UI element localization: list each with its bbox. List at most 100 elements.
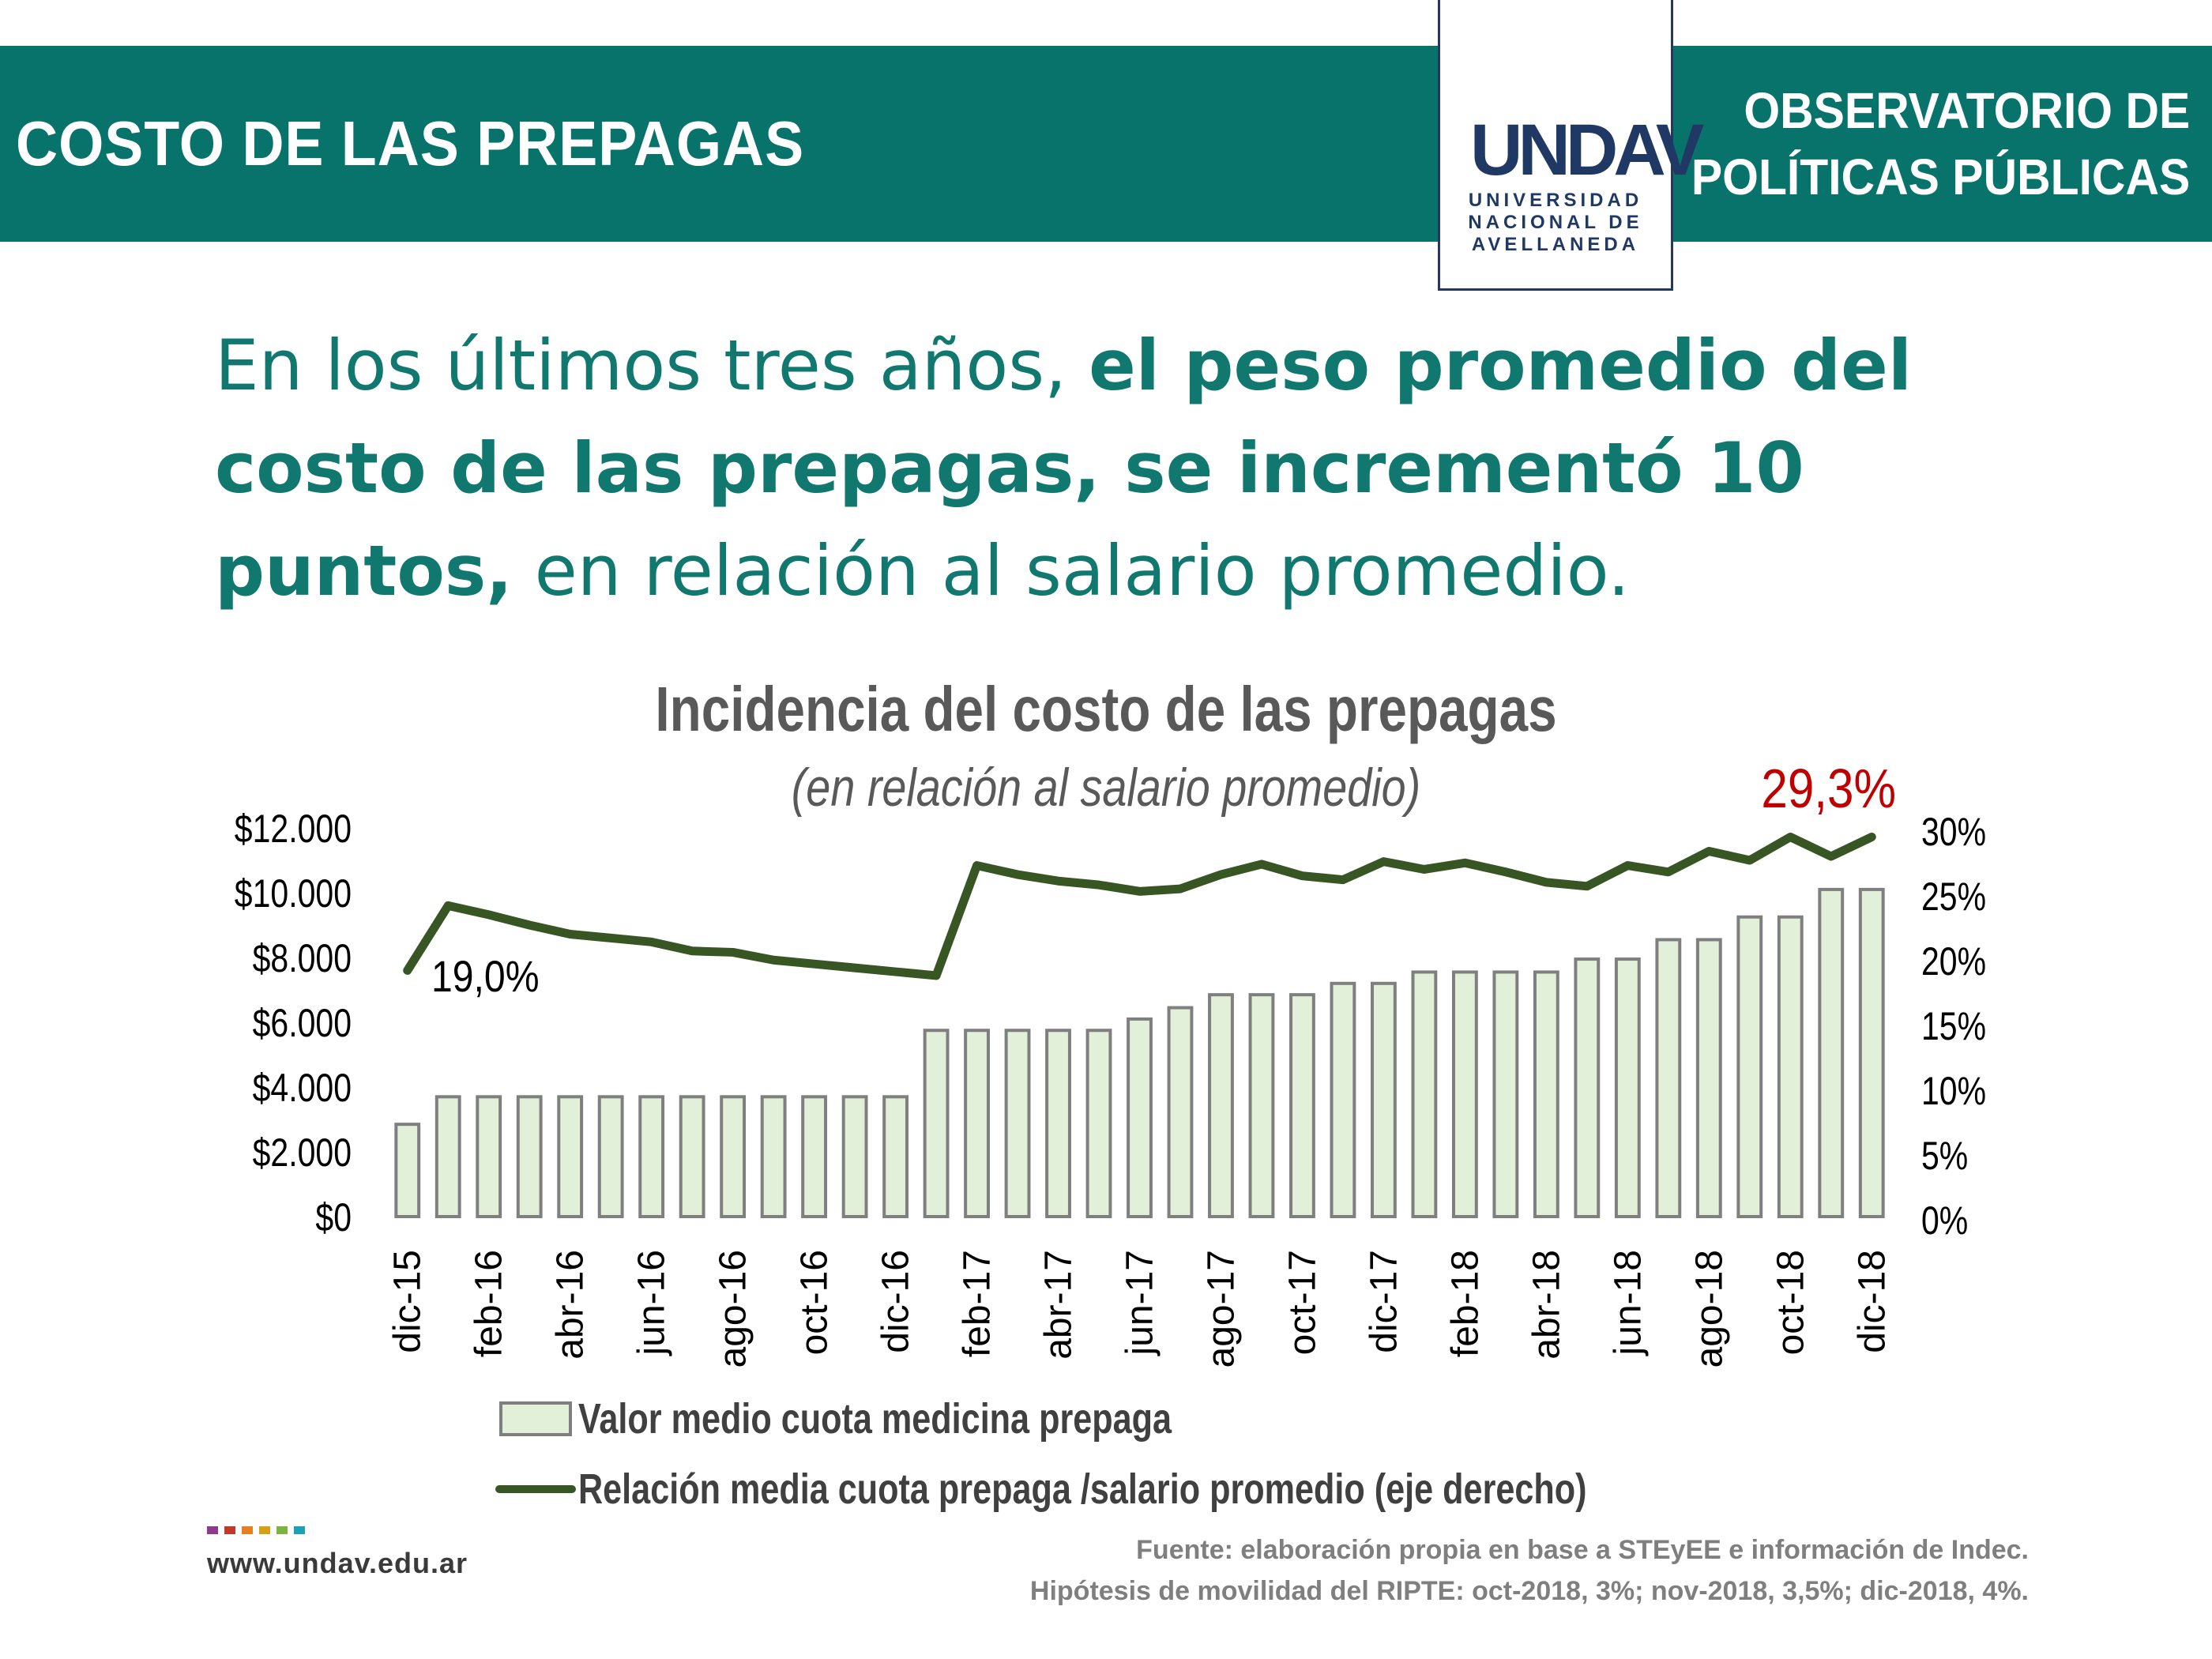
x-axis-tick-label: dic-16 bbox=[875, 1250, 917, 1353]
chart-bar bbox=[476, 1095, 502, 1219]
x-axis-tick-label: oct-18 bbox=[1770, 1250, 1811, 1355]
legend-bar-swatch bbox=[499, 1401, 572, 1436]
chart-bar bbox=[1248, 993, 1275, 1219]
left-axis-tick-label: $8.000 bbox=[253, 936, 352, 980]
chart-bar bbox=[964, 1029, 990, 1218]
chart-bar bbox=[1004, 1029, 1031, 1218]
x-axis-tick-label: oct-17 bbox=[1281, 1250, 1323, 1355]
right-axis-tick-label: 20% bbox=[1921, 939, 1986, 984]
website-link[interactable]: www.undav.edu.ar bbox=[207, 1547, 468, 1579]
brand-dot bbox=[259, 1526, 270, 1534]
page-title: COSTO DE LAS PREPAGAS bbox=[16, 108, 805, 179]
logo-text-line1: UNIVERSIDAD bbox=[1468, 190, 1643, 211]
undav-logo: UNDAV UNIVERSIDAD NACIONAL DE AVELLANEDA bbox=[1438, 0, 1704, 291]
chart-subtitle: (en relación al salario promedio) bbox=[791, 758, 1421, 818]
chart-line-series bbox=[403, 832, 1876, 980]
x-axis-tick-label: ago-18 bbox=[1688, 1250, 1730, 1367]
chart-bar bbox=[1533, 970, 1559, 1218]
chart-bar bbox=[1695, 938, 1722, 1218]
brand-dot bbox=[294, 1526, 305, 1534]
logo-mark: UNDAV bbox=[1470, 110, 1704, 190]
right-axis-tick-label: 0% bbox=[1921, 1198, 1968, 1243]
chart-bar bbox=[1736, 915, 1763, 1218]
chart-bar bbox=[1777, 915, 1804, 1218]
org-name: OBSERVATORIO DE POLÍTICAS PÚBLICAS bbox=[1691, 46, 2190, 242]
chart-bar bbox=[1614, 957, 1641, 1219]
chart-bar bbox=[1451, 970, 1478, 1218]
legend-line-label: Relación media cuota prepaga /salario pr… bbox=[578, 1466, 1587, 1514]
chart-bar bbox=[1574, 957, 1601, 1219]
legend-bar-label: Valor medio cuota medicina prepaga bbox=[578, 1396, 1172, 1443]
source-note: Fuente: elaboración propia en base a STE… bbox=[1030, 1529, 2029, 1612]
x-axis-tick-label: feb-16 bbox=[468, 1250, 510, 1357]
x-axis-tick-label: dic-18 bbox=[1851, 1250, 1893, 1353]
chart-bar bbox=[1858, 887, 1885, 1219]
chart-bar bbox=[1330, 981, 1356, 1219]
headline-part1: En los últimos tres años, bbox=[215, 325, 1089, 406]
chart-bar bbox=[516, 1095, 543, 1219]
chart-bar bbox=[597, 1095, 624, 1219]
annotation-start-value: 19,0% bbox=[431, 953, 540, 1002]
x-axis-tick-label: ago-17 bbox=[1200, 1250, 1242, 1367]
x-axis-tick-label: abr-16 bbox=[550, 1250, 592, 1360]
right-axis-tick-label: 25% bbox=[1921, 875, 1986, 919]
chart-bar bbox=[1655, 938, 1682, 1218]
org-name-line2: POLÍTICAS PÚBLICAS bbox=[1691, 149, 2190, 205]
chart-bar bbox=[679, 1095, 705, 1219]
chart-bar bbox=[1127, 1017, 1153, 1219]
headline: En los últimos tres años, el peso promed… bbox=[215, 314, 2111, 623]
x-axis-tick-label: jun-16 bbox=[631, 1250, 673, 1356]
left-axis-tick-label: $4.000 bbox=[253, 1066, 352, 1110]
chart-title: Incidencia del costo de las prepagas bbox=[655, 674, 1557, 744]
x-axis-tick-label: abr-18 bbox=[1525, 1250, 1567, 1360]
chart-bar bbox=[882, 1095, 908, 1219]
logo-text-line2: NACIONAL DE bbox=[1468, 212, 1643, 233]
right-axis-tick-label: 15% bbox=[1921, 1004, 1986, 1048]
chart-bar bbox=[1492, 970, 1519, 1218]
headline-part2: en relación al salario promedio. bbox=[512, 530, 1630, 611]
chart-bar bbox=[1167, 1006, 1194, 1219]
chart-bar bbox=[720, 1095, 747, 1219]
chart-bar bbox=[557, 1095, 584, 1219]
chart-bar bbox=[841, 1095, 868, 1219]
x-axis-tick-label: feb-17 bbox=[957, 1250, 999, 1357]
x-axis-tick-label: ago-16 bbox=[713, 1250, 754, 1367]
right-axis-tick-label: 5% bbox=[1921, 1134, 1968, 1178]
brand-dot bbox=[276, 1526, 288, 1534]
chart-bar bbox=[1289, 993, 1315, 1219]
headline-bold: el peso promedio del costo de las prepag… bbox=[215, 325, 1913, 611]
x-axis-tick-label: jun-18 bbox=[1607, 1250, 1649, 1356]
left-axis-tick-label: $6.000 bbox=[253, 1001, 352, 1045]
right-axis-tick-label: 10% bbox=[1921, 1069, 1986, 1113]
brand-dot bbox=[224, 1526, 235, 1534]
left-axis-tick-label: $10.000 bbox=[235, 871, 352, 916]
x-axis-tick-label: jun-17 bbox=[1119, 1250, 1161, 1356]
x-axis-tick-label: dic-15 bbox=[387, 1250, 429, 1353]
chart-bar bbox=[760, 1095, 787, 1219]
x-axis-tick-label: feb-18 bbox=[1444, 1250, 1486, 1357]
annotation-end-value: 29,3% bbox=[1761, 758, 1896, 819]
left-axis-tick-label: $0 bbox=[315, 1195, 352, 1240]
chart-bar bbox=[638, 1095, 665, 1219]
right-axis-tick-label: 30% bbox=[1921, 810, 1986, 854]
x-axis-tick-label: abr-17 bbox=[1038, 1250, 1080, 1360]
source-line2: Hipótesis de movilidad del RIPTE: oct-20… bbox=[1029, 1576, 2029, 1606]
chart-bar bbox=[1818, 887, 1845, 1219]
chart-bar bbox=[923, 1029, 950, 1218]
org-name-line1: OBSERVATORIO DE bbox=[1744, 82, 2190, 139]
logo-text: UNIVERSIDAD NACIONAL DE AVELLANEDA bbox=[1440, 190, 1671, 256]
brand-dots bbox=[207, 1526, 305, 1534]
chart-bar bbox=[434, 1095, 461, 1219]
chart-bar bbox=[1371, 981, 1397, 1219]
left-axis-tick-label: $12.000 bbox=[235, 807, 352, 851]
left-axis-tick-label: $2.000 bbox=[253, 1130, 352, 1175]
logo-text-line3: AVELLANEDA bbox=[1471, 234, 1640, 255]
chart-bar bbox=[394, 1123, 421, 1219]
header-banner bbox=[0, 46, 2212, 242]
chart-bar bbox=[1208, 993, 1234, 1219]
chart-bar bbox=[1411, 970, 1438, 1218]
x-axis-tick-label: oct-16 bbox=[794, 1250, 836, 1355]
source-line1: Fuente: elaboración propia en base a STE… bbox=[1136, 1535, 2029, 1565]
x-axis-tick-label: dic-17 bbox=[1363, 1250, 1405, 1353]
